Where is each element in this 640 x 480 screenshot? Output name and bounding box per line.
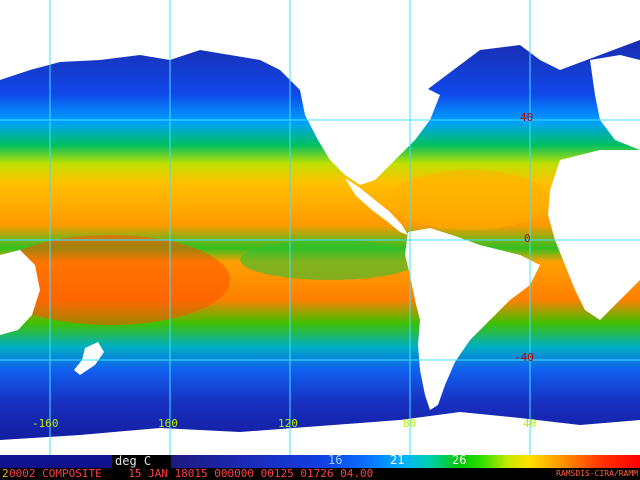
lon-label-120: 120 (278, 417, 298, 430)
africa (548, 150, 640, 320)
lat-label-neg40: -40 (514, 351, 534, 364)
footer-id-digit: 2 (2, 467, 9, 480)
colorbar-tick-26: 26 (452, 453, 467, 467)
footer-caption: 0002 COMPOSITE 15 JAN 18015 000000 00125… (9, 467, 374, 480)
north-america (300, 60, 440, 185)
graticule (0, 0, 640, 455)
temperature-colorbar (112, 455, 640, 468)
lon-label-40: 40 (523, 417, 537, 430)
image-caption-bar: 2 0002 COMPOSITE 15 JAN 18015 000000 001… (0, 468, 640, 480)
antarctica (0, 412, 640, 455)
atlantic-warm-band (390, 170, 550, 230)
lat-label-0: 0 (524, 232, 531, 245)
cold-tongue (240, 240, 420, 280)
lon-label-160: 160 (158, 417, 178, 430)
central-america (345, 178, 408, 235)
sst-map (0, 0, 640, 468)
colorbar-tick-16: 16 (328, 453, 343, 467)
lon-label-80: 80 (403, 417, 417, 430)
lon-label-neg160: -160 (32, 417, 59, 430)
europe (590, 55, 640, 150)
warm-pool (0, 235, 230, 325)
colorbar-tick-21: 21 (390, 453, 405, 467)
footer-credit: RAMSDIS-CIRA/RAMM (556, 469, 638, 478)
colorbar-units-label: deg C (112, 455, 171, 468)
new-zealand (74, 342, 104, 375)
south-america (405, 228, 540, 410)
lat-label-40: 40 (520, 111, 534, 124)
australia (0, 250, 40, 335)
